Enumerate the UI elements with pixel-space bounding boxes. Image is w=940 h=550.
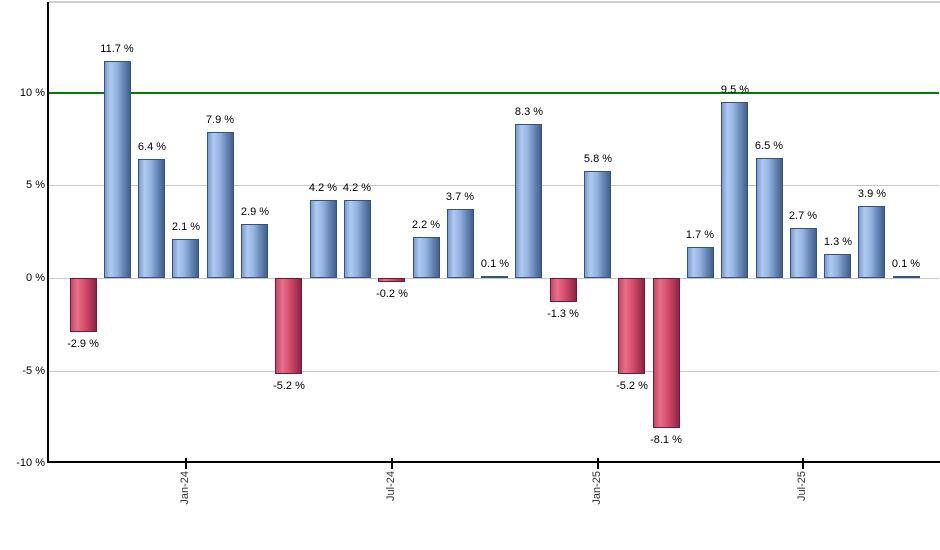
x-tick-label: Jan-24 xyxy=(179,471,191,505)
reference-line xyxy=(49,92,939,94)
x-tick xyxy=(597,458,599,469)
x-tick xyxy=(391,458,393,469)
bar-negative xyxy=(275,278,302,374)
bar-positive xyxy=(413,237,440,278)
bar-value-label: -1.3 % xyxy=(547,308,579,320)
bar-value-label: 4.2 % xyxy=(342,182,372,194)
bar-positive xyxy=(138,159,165,278)
gridline xyxy=(49,278,939,279)
y-tick-label: 5 % xyxy=(26,179,45,191)
bar-value-label: 3.9 % xyxy=(857,188,887,200)
bar-value-label: -2.9 % xyxy=(67,338,99,350)
bar-negative xyxy=(70,278,97,332)
bar-positive xyxy=(721,102,748,278)
bar-negative xyxy=(618,278,645,374)
y-axis-line xyxy=(47,2,49,463)
bar-value-label: 3.7 % xyxy=(445,191,475,203)
bar-value-label: 1.7 % xyxy=(685,229,715,241)
bar-negative xyxy=(653,278,680,428)
bar-negative xyxy=(550,278,577,302)
bar-positive xyxy=(584,171,611,278)
x-tick xyxy=(802,458,804,469)
gridline xyxy=(49,185,939,186)
y-tick-label: 0 % xyxy=(26,272,45,284)
bar-value-label: 0.1 % xyxy=(891,258,921,270)
bar-value-label: -8.1 % xyxy=(650,434,682,446)
bar-positive xyxy=(893,276,920,278)
bar-positive xyxy=(481,276,508,278)
x-axis-line xyxy=(47,461,940,463)
bar-value-label: 1.3 % xyxy=(823,236,853,248)
bar-value-label: 6.5 % xyxy=(754,140,784,152)
bar-value-label: -5.2 % xyxy=(273,380,305,392)
bar-positive xyxy=(824,254,851,278)
bar-value-label: 2.7 % xyxy=(788,210,818,222)
bar-value-label: 5.8 % xyxy=(583,153,613,165)
bar-positive xyxy=(241,224,268,278)
bar-value-label: 2.9 % xyxy=(240,206,270,218)
gridline xyxy=(49,371,939,372)
bar-negative xyxy=(378,278,405,282)
bar-value-label: -5.2 % xyxy=(616,380,648,392)
bar-positive xyxy=(858,206,885,278)
bar-value-label: -0.2 % xyxy=(376,288,408,300)
bar-value-label: 8.3 % xyxy=(514,106,544,118)
bar-positive xyxy=(756,158,783,278)
bar-positive xyxy=(790,228,817,278)
bar-positive xyxy=(104,61,131,278)
x-tick xyxy=(185,458,187,469)
bar-value-label: 2.2 % xyxy=(411,219,441,231)
y-tick-label: -5 % xyxy=(22,365,45,377)
bar-value-label: 11.7 % xyxy=(100,43,134,55)
bar-positive xyxy=(515,124,542,278)
bar-value-label: 0.1 % xyxy=(480,258,510,270)
x-tick-label: Jan-25 xyxy=(591,471,603,505)
bar-value-label: 7.9 % xyxy=(205,114,235,126)
x-tick-label: Jul-24 xyxy=(385,471,397,501)
bar-value-label: 6.4 % xyxy=(137,141,167,153)
bar-positive xyxy=(207,132,234,278)
bar-positive xyxy=(310,200,337,278)
bar-value-label: 4.2 % xyxy=(308,182,338,194)
bar-positive xyxy=(172,239,199,278)
bar-value-label: 9.5 % xyxy=(720,84,750,96)
bar-positive xyxy=(344,200,371,278)
bar-positive xyxy=(687,247,714,278)
y-tick-label: -10 % xyxy=(16,457,45,469)
y-tick-label: 10 % xyxy=(19,87,45,99)
bar-positive xyxy=(447,209,474,278)
bar-value-label: 2.1 % xyxy=(171,221,201,233)
plot-top-border xyxy=(49,1,940,3)
x-tick-label: Jul-25 xyxy=(796,471,808,501)
